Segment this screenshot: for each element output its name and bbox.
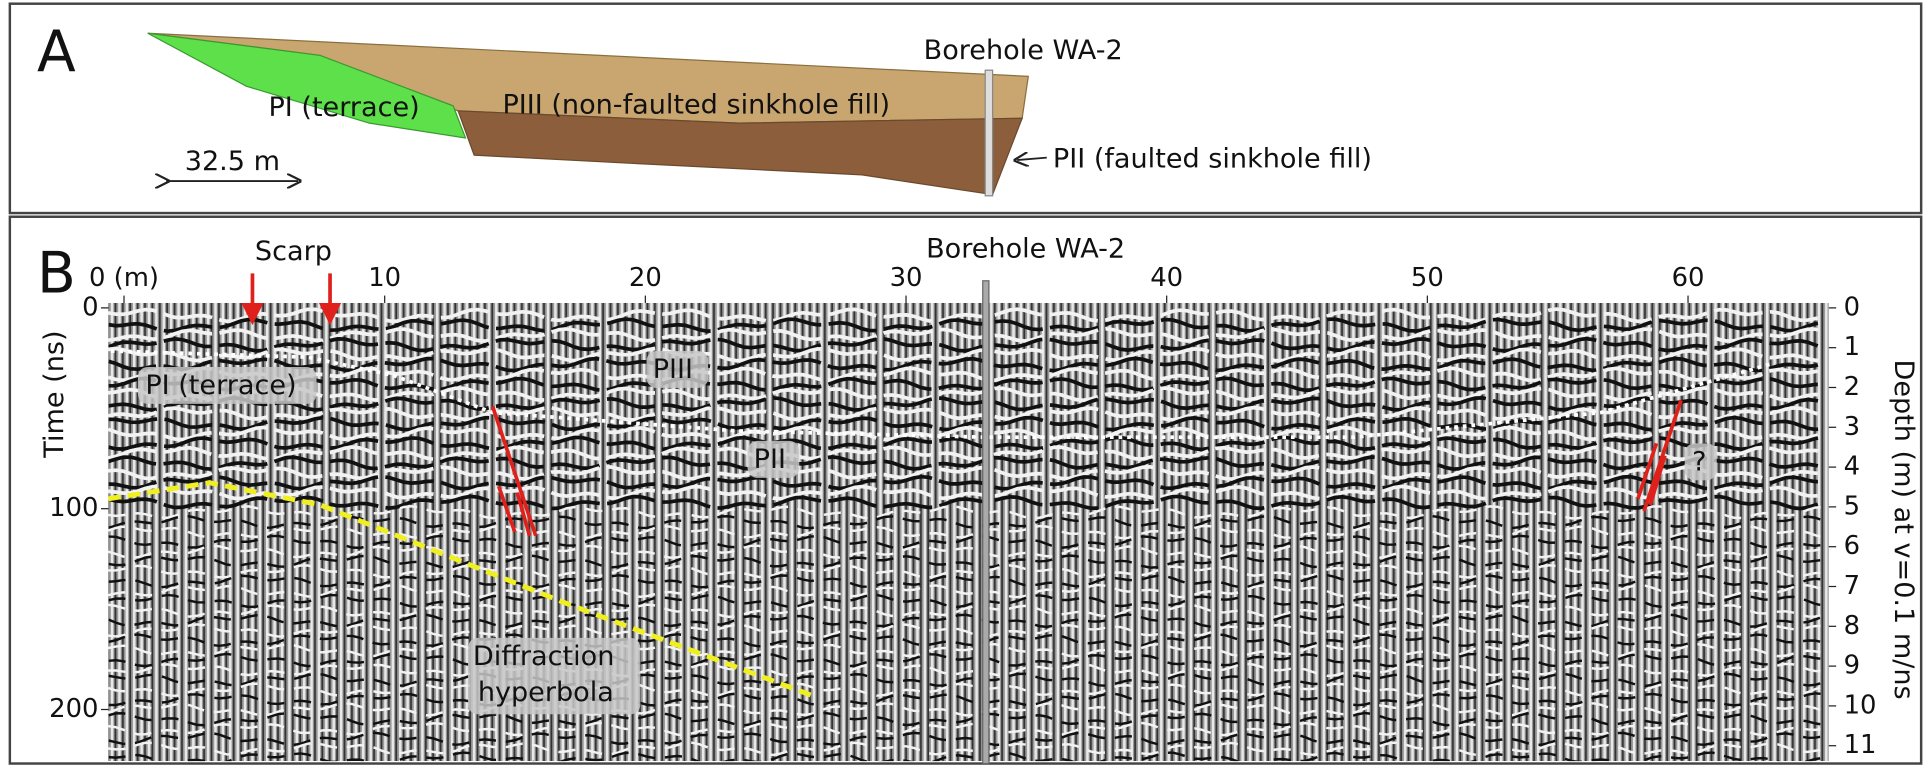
y2-tick-label: 9 (1844, 651, 1860, 681)
unit-label: PI (terrace) (268, 92, 419, 123)
y-tick-label: 0 (82, 292, 98, 322)
y2-tick-label: 1 (1844, 332, 1860, 362)
y2-tick-label: 3 (1844, 412, 1860, 442)
y-tick-label: 200 (49, 694, 98, 724)
y2-tick-label: 11 (1844, 730, 1877, 760)
annotation: PI (terrace) (145, 370, 296, 401)
y2-tick-label: 5 (1844, 491, 1860, 521)
annotation: Diffraction (473, 641, 615, 672)
panel-label: A (37, 19, 76, 85)
unit-label: PII (faulted sinkhole fill) (1053, 144, 1372, 175)
scale-label: 32.5 m (185, 146, 280, 177)
radargram (108, 303, 1828, 765)
axis-title: Time (ns) (39, 330, 70, 458)
axis-title: Depth (m) at v=0.1 m/ns (1888, 359, 1919, 699)
y2-tick-label: 2 (1844, 372, 1860, 402)
figure: A Borehole WA-2 PI (terrace) PIII (non-f… (0, 0, 1931, 766)
annotation: hyperbola (478, 677, 614, 708)
y-tick-label: 100 (49, 493, 98, 523)
y2-tick-label: 4 (1844, 452, 1860, 482)
borehole-label: Borehole WA-2 (926, 233, 1125, 264)
borehole (985, 70, 992, 196)
y2-tick-label: 0 (1844, 292, 1860, 322)
x-tick-label: 30 (890, 263, 923, 293)
borehole-label: Borehole WA-2 (924, 35, 1123, 66)
page: A Borehole WA-2 PI (terrace) PIII (non-f… (0, 0, 1931, 766)
y2-tick-label: 7 (1844, 571, 1860, 601)
borehole-line (983, 281, 989, 764)
panel-label: B (37, 241, 76, 307)
x-tick-label: 50 (1411, 263, 1444, 293)
x-tick-label: 10 (368, 263, 401, 293)
annotation: ? (1692, 447, 1706, 478)
y2-tick-label: 6 (1844, 531, 1860, 561)
unit-label: PIII (non-faulted sinkhole fill) (502, 89, 890, 120)
x-tick-label: 0 (m) (89, 263, 159, 293)
x-tick-label: 40 (1150, 263, 1183, 293)
x-tick-label: 60 (1672, 263, 1705, 293)
annotation: PII (754, 444, 786, 475)
annotation: PIII (653, 354, 693, 385)
y2-tick-label: 10 (1844, 690, 1877, 720)
y2-tick-label: 8 (1844, 611, 1860, 641)
scarp-label: Scarp (255, 236, 332, 267)
x-tick-label: 20 (629, 263, 662, 293)
